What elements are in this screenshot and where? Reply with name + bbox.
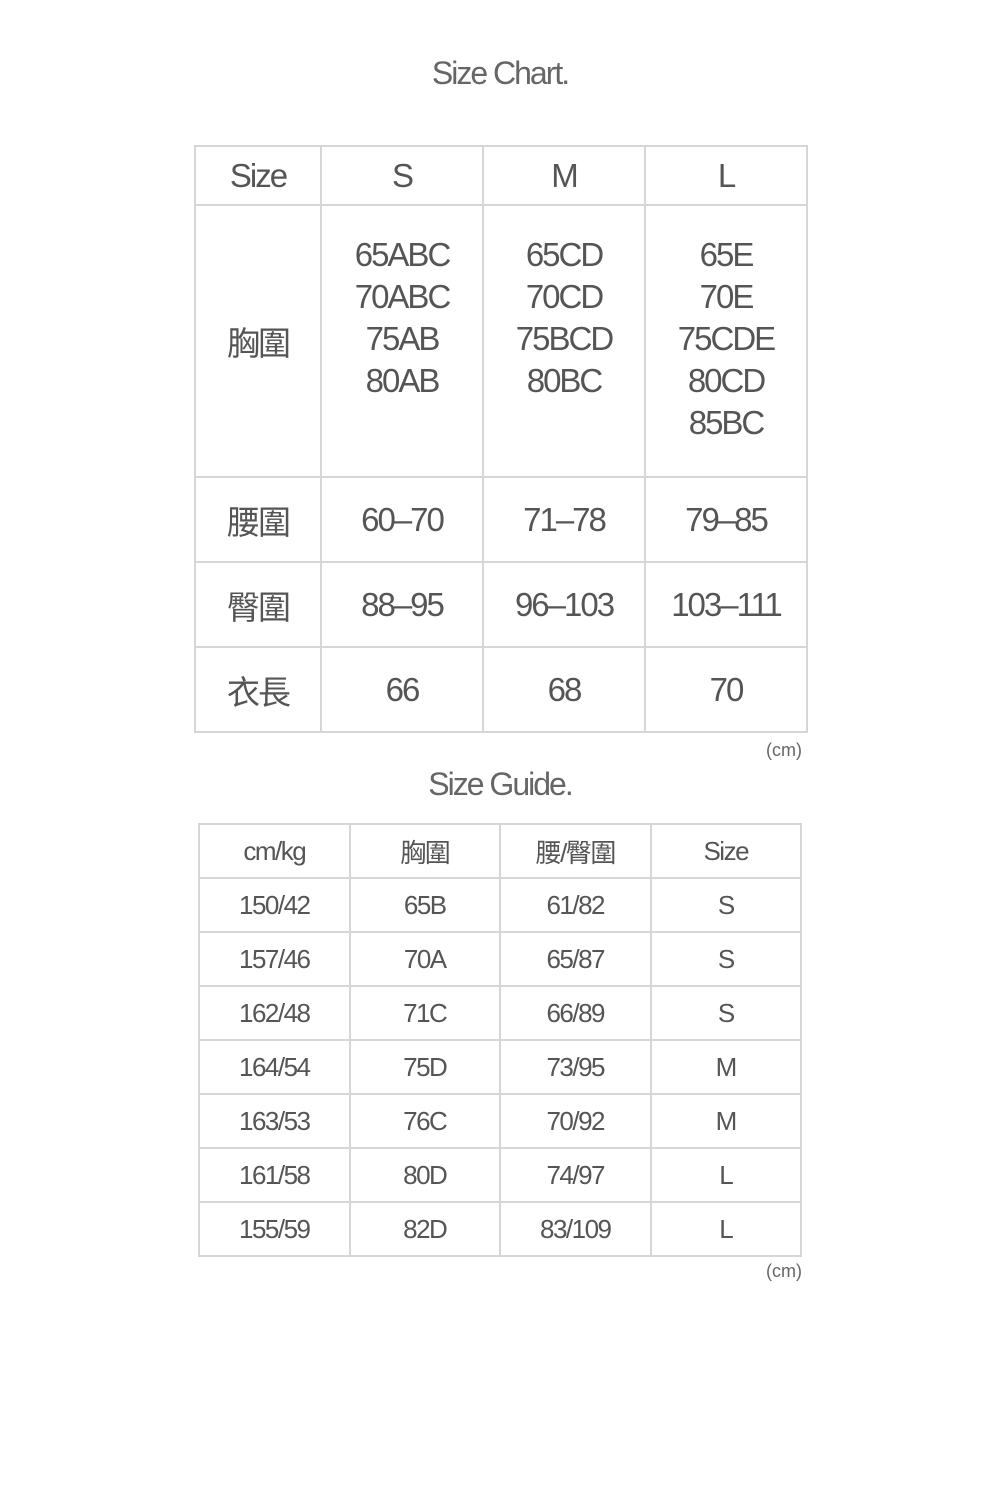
table-cell: L — [649, 1201, 802, 1257]
table-cell: 76C — [348, 1093, 501, 1149]
table-cell: M — [482, 145, 646, 206]
table-cell: 163/53 — [198, 1093, 351, 1149]
table-cell: S — [649, 877, 802, 933]
table-cell: S — [320, 145, 484, 206]
bust-size-value: 75BCD — [515, 320, 614, 357]
table-row: 163/53 76C 70/92 M — [198, 1093, 802, 1149]
table-cell: 60–70 — [320, 476, 484, 563]
table-cell: 65/87 — [499, 931, 652, 987]
table-cell: 衣長 — [194, 646, 322, 733]
table-cell: S — [649, 931, 802, 987]
bust-size-value: 70ABC — [354, 278, 452, 315]
size-chart-table: Size S M L 胸圍 65ABC 70ABC 75AB 80AB 65CD 70CD 75BC… — [194, 145, 808, 733]
table-cell: 71C — [348, 985, 501, 1041]
size-chart-unit: (cm) — [766, 740, 802, 760]
bust-size-value: 65ABC — [354, 236, 452, 273]
table-row: 162/48 71C 66/89 S — [198, 985, 802, 1041]
table-cell: 61/82 — [499, 877, 652, 933]
table-cell: 83/109 — [499, 1201, 652, 1257]
table-cell: 103–111 — [644, 561, 808, 648]
bust-size-value: 80CD — [687, 362, 766, 399]
table-row: 衣長 66 68 70 — [194, 646, 808, 733]
bust-size-value: 80AB — [365, 362, 441, 399]
bust-size-value: 85BC — [688, 404, 766, 441]
size-guide-table: cm/kg 胸圍 腰/臀圍 Size 150/42 65B 61/82 S 157/46 70A 6… — [198, 823, 802, 1257]
table-cell: 胸圍 — [194, 204, 322, 478]
table-cell: 臀圍 — [194, 561, 322, 648]
table-row: 164/54 75D 73/95 M — [198, 1039, 802, 1095]
bust-size-value: 80BC — [526, 362, 604, 399]
bust-size-value: 65CD — [525, 236, 604, 273]
table-cell: 155/59 — [198, 1201, 351, 1257]
table-header-row: Size S M L — [194, 145, 808, 206]
table-cell: 82D — [348, 1201, 501, 1257]
table-cell: 腰/臀圍 — [499, 823, 652, 879]
table-row: 161/58 80D 74/97 L — [198, 1147, 802, 1203]
table-cell: 79–85 — [644, 476, 808, 563]
table-cell: 74/97 — [499, 1147, 652, 1203]
bust-size-value: 70E — [699, 278, 755, 315]
table-cell: 70 — [644, 646, 808, 733]
table-cell: cm/kg — [198, 823, 351, 879]
table-row: 150/42 65B 61/82 S — [198, 877, 802, 933]
size-guide-title: Size Guide. — [428, 766, 573, 802]
table-header-row: cm/kg 胸圍 腰/臀圍 Size — [198, 823, 802, 879]
bust-size-value: 75AB — [365, 320, 441, 357]
table-cell: Size — [649, 823, 802, 879]
size-chart-title: Size Chart. — [431, 55, 570, 91]
table-row: 腰圍 60–70 71–78 79–85 — [194, 476, 808, 563]
table-cell: 73/95 — [499, 1039, 652, 1095]
table-cell: 157/46 — [198, 931, 351, 987]
table-cell: 70/92 — [499, 1093, 652, 1149]
bust-size-value: 70CD — [525, 278, 604, 315]
size-guide-unit: (cm) — [766, 1261, 802, 1281]
table-cell: 150/42 — [198, 877, 351, 933]
bust-size-value: 75CDE — [677, 320, 776, 357]
table-row: 157/46 70A 65/87 S — [198, 931, 802, 987]
table-cell: 80D — [348, 1147, 501, 1203]
table-cell: 70A — [348, 931, 501, 987]
table-row: 155/59 82D 83/109 L — [198, 1201, 802, 1257]
table-cell: L — [649, 1147, 802, 1203]
table-cell: M — [649, 1039, 802, 1095]
table-cell: 胸圍 — [348, 823, 501, 879]
table-cell: 65B — [348, 877, 501, 933]
table-cell: 66/89 — [499, 985, 652, 1041]
table-cell: 88–95 — [320, 561, 484, 648]
bust-size-value: 65E — [699, 236, 755, 273]
table-cell: 71–78 — [482, 476, 646, 563]
table-cell: 96–103 — [482, 561, 646, 648]
table-cell: L — [644, 145, 808, 206]
table-row: 臀圍 88–95 96–103 103–111 — [194, 561, 808, 648]
table-cell: M — [649, 1093, 802, 1149]
table-cell: 65E 70E 75CDE 80CD 85BC — [644, 204, 808, 478]
table-cell: 164/54 — [198, 1039, 351, 1095]
table-cell: 66 — [320, 646, 484, 733]
table-cell: 161/58 — [198, 1147, 351, 1203]
table-cell: 162/48 — [198, 985, 351, 1041]
table-cell: Size — [194, 145, 322, 206]
table-cell: 75D — [348, 1039, 501, 1095]
table-cell: S — [649, 985, 802, 1041]
table-cell: 68 — [482, 646, 646, 733]
table-cell: 65CD 70CD 75BCD 80BC — [482, 204, 646, 478]
table-cell: 65ABC 70ABC 75AB 80AB — [320, 204, 484, 478]
table-cell: 腰圍 — [194, 476, 322, 563]
table-row-bust: 胸圍 65ABC 70ABC 75AB 80AB 65CD 70CD 75BCD 80BC 65E… — [194, 204, 808, 478]
